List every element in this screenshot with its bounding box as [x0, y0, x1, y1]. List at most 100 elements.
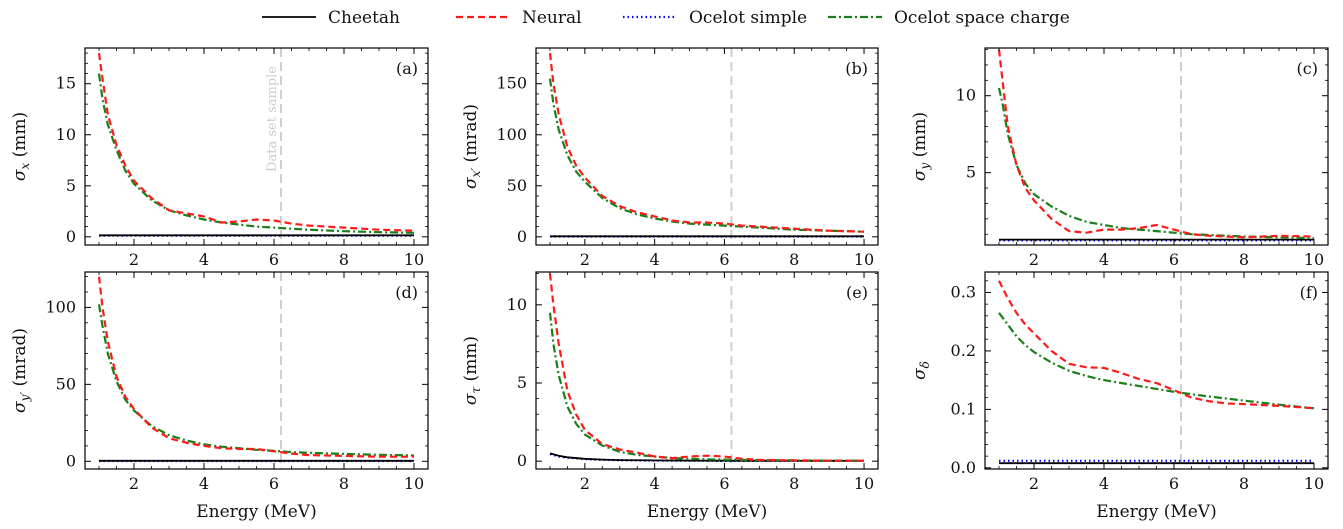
panel-a: Data set sample 2 4 6 8 10 0 5 10 15 (a) σx (mm) [10, 47, 429, 269]
series-neural [548, 52, 865, 233]
y-axis-label: στ (mm) [461, 336, 483, 405]
x-tick-label: 10 [854, 250, 874, 269]
x-tick-label: 2 [1029, 474, 1039, 493]
y-tick-label: 0.0 [951, 458, 976, 477]
x-tick-label: 8 [1239, 474, 1249, 493]
series-neural [997, 49, 1315, 239]
x-tick-label: 2 [129, 474, 139, 493]
x-tick-label: 8 [1239, 250, 1249, 269]
series-ocelot-space-charge [97, 304, 415, 457]
panel-c: 2 4 6 8 10 5 10 (c) σy (mm) [910, 47, 1329, 269]
series-neural [97, 52, 415, 232]
y-tick-label: 0 [517, 451, 527, 470]
ticks: 2 4 6 8 10 5 10 [956, 48, 1328, 269]
x-tick-label: 2 [580, 474, 590, 493]
x-axis-label: Energy (MeV) [647, 502, 767, 522]
x-tick-label: 10 [404, 474, 424, 493]
y-tick-label: 10 [956, 86, 976, 105]
legend-label: Ocelot space charge [894, 8, 1070, 28]
x-tick-label: 8 [339, 474, 349, 493]
x-axis-label: Energy (MeV) [1096, 502, 1216, 522]
panel-tag: (c) [1297, 59, 1318, 78]
y-axis-label: σδ [910, 361, 932, 380]
y-tick-label: 100 [496, 125, 527, 144]
x-tick-label: 6 [1169, 250, 1179, 269]
panel-tag: (e) [846, 283, 868, 302]
x-tick-label: 4 [199, 474, 209, 493]
y-tick-label: 5 [966, 163, 976, 182]
panel-tag: (d) [395, 283, 418, 302]
panel-tag: (f) [1300, 283, 1318, 302]
legend-entry-1: Cheetah [262, 8, 400, 28]
plot-frame [535, 271, 879, 470]
y-tick-label: 0.3 [951, 282, 976, 301]
plot-frame [84, 271, 429, 470]
series-ocelot-space-charge [97, 73, 415, 234]
y-tick-label: 50 [56, 374, 76, 393]
x-tick-label: 2 [1029, 250, 1039, 269]
legend-label: Cheetah [328, 8, 400, 28]
x-tick-label: 10 [854, 474, 874, 493]
x-tick-label: 10 [404, 250, 424, 269]
reference-line-label: Data set sample [265, 66, 280, 172]
x-tick-label: 6 [1169, 474, 1179, 493]
y-tick-label: 0.1 [951, 399, 976, 418]
plot-frame [984, 47, 1329, 246]
x-tick-label: 2 [129, 250, 139, 269]
plot-frame [984, 271, 1329, 470]
panel-f: 2 4 6 8 10 0.0 0.1 0.2 0.3 (f) σδ Energy (MeV) [910, 271, 1329, 522]
x-tick-label: 4 [650, 474, 660, 493]
y-axis-label: σy′ (mrad) [10, 328, 32, 413]
y-tick-label: 0 [66, 227, 76, 246]
x-tick-label: 6 [719, 474, 729, 493]
y-tick-label: 10 [507, 295, 527, 314]
y-tick-label: 15 [56, 74, 76, 93]
series-ocelot-space-charge [997, 87, 1315, 240]
y-tick-label: 150 [496, 74, 527, 93]
y-tick-label: 10 [56, 125, 76, 144]
panel-tag: (b) [845, 59, 868, 78]
x-tick-label: 10 [1304, 250, 1324, 269]
y-tick-label: 0 [66, 451, 76, 470]
x-tick-label: 4 [650, 250, 660, 269]
y-tick-label: 5 [517, 373, 527, 392]
y-tick-label: 0.2 [951, 341, 976, 360]
series-neural [97, 276, 414, 458]
x-tick-label: 8 [789, 474, 799, 493]
x-tick-label: 6 [269, 474, 279, 493]
series-neural [548, 273, 864, 462]
ticks: 2 4 6 8 10 0.0 0.1 0.2 0.3 [951, 272, 1328, 493]
x-tick-label: 4 [199, 250, 209, 269]
y-tick-label: 100 [45, 297, 76, 316]
panel-e: 2 4 6 8 10 0 5 10 (e) στ (mm) Energy (MeV) [461, 271, 879, 522]
x-tick-label: 6 [269, 250, 279, 269]
x-tick-label: 2 [580, 250, 590, 269]
y-axis-label: σy (mm) [910, 112, 932, 181]
panel-tag: (a) [396, 59, 418, 78]
series-cheetah [549, 452, 864, 462]
legend-entry-3: Ocelot simple [623, 8, 807, 28]
y-tick-label: 50 [507, 176, 527, 195]
plot-frame [535, 47, 879, 246]
plot-frame [84, 47, 429, 246]
y-tick-label: 5 [66, 176, 76, 195]
y-axis-label: σx′ (mrad) [461, 104, 483, 189]
legend-entry-2: Neural [456, 8, 582, 28]
series-ocelot-space-charge [548, 78, 865, 233]
legend-entry-4: Ocelot space charge [828, 8, 1070, 28]
y-tick-label: 0 [517, 227, 527, 246]
x-tick-label: 6 [719, 250, 729, 269]
series-ocelot-space-charge [998, 312, 1315, 410]
legend: Cheetah Neural Ocelot simple Ocelot space c… [262, 8, 1070, 28]
x-tick-label: 4 [1099, 250, 1109, 269]
legend-label: Ocelot simple [689, 8, 807, 28]
legend-label: Neural [522, 8, 582, 28]
y-axis-label: σx (mm) [10, 112, 32, 181]
x-axis-label: Energy (MeV) [196, 502, 316, 522]
x-tick-label: 8 [789, 250, 799, 269]
